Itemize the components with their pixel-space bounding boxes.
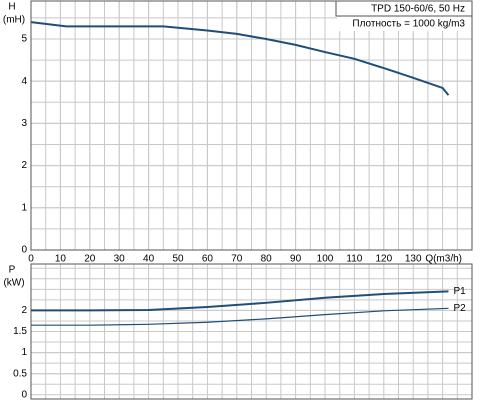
y-tick-label: 2 [21,305,27,316]
y-axis-label: H [8,2,15,13]
info-density: Плотность = 1000 kg/m3 [352,19,465,30]
y-tick-label: 0 [21,389,27,400]
y-tick-label: 1.5 [13,326,27,337]
x-tick-label: 130 [405,254,422,265]
x-tick-label: 0 [28,254,34,265]
curve [30,21,450,96]
y-tick-label: 1 [21,347,27,358]
series-label: P2 [453,303,466,314]
x-tick-label: 30 [114,254,126,265]
x-tick-label: 110 [346,254,362,265]
info-box [335,0,473,17]
x-tick-label: 50 [172,254,184,265]
curve [31,307,449,326]
y-tick-label: 2 [21,160,27,171]
y-tick-label: 1 [21,202,27,213]
info-bg [337,17,471,31]
y-tick-label: 0 [21,245,27,256]
x-tick-label: 10 [55,254,67,265]
x-tick-label: 80 [261,254,273,265]
x-tick-label: 100 [317,254,334,265]
x-tick-label: 120 [375,254,392,265]
y-axis-label: P [9,265,16,276]
info-title: TPD 150-60/6, 50 Hz [371,4,465,15]
y-axis-unit: (mH) [3,15,25,26]
x-tick-label: 90 [290,254,302,265]
series-label: P1 [453,286,466,297]
y-axis-unit: (kW) [3,278,24,289]
x-axis-label: Q(m3/h) [425,254,462,265]
plot-frame [30,0,473,251]
x-tick-label: 40 [143,254,155,265]
y-tick-label: 0.5 [13,368,27,379]
x-tick-label: 70 [231,254,243,265]
curve [31,290,449,312]
y-tick-label: 3 [21,118,27,129]
x-tick-label: 60 [202,254,214,265]
x-tick-label: 20 [84,254,96,265]
y-tick-label: 4 [21,76,27,87]
y-tick-label: 5 [21,34,27,45]
plot-frame [30,263,473,400]
